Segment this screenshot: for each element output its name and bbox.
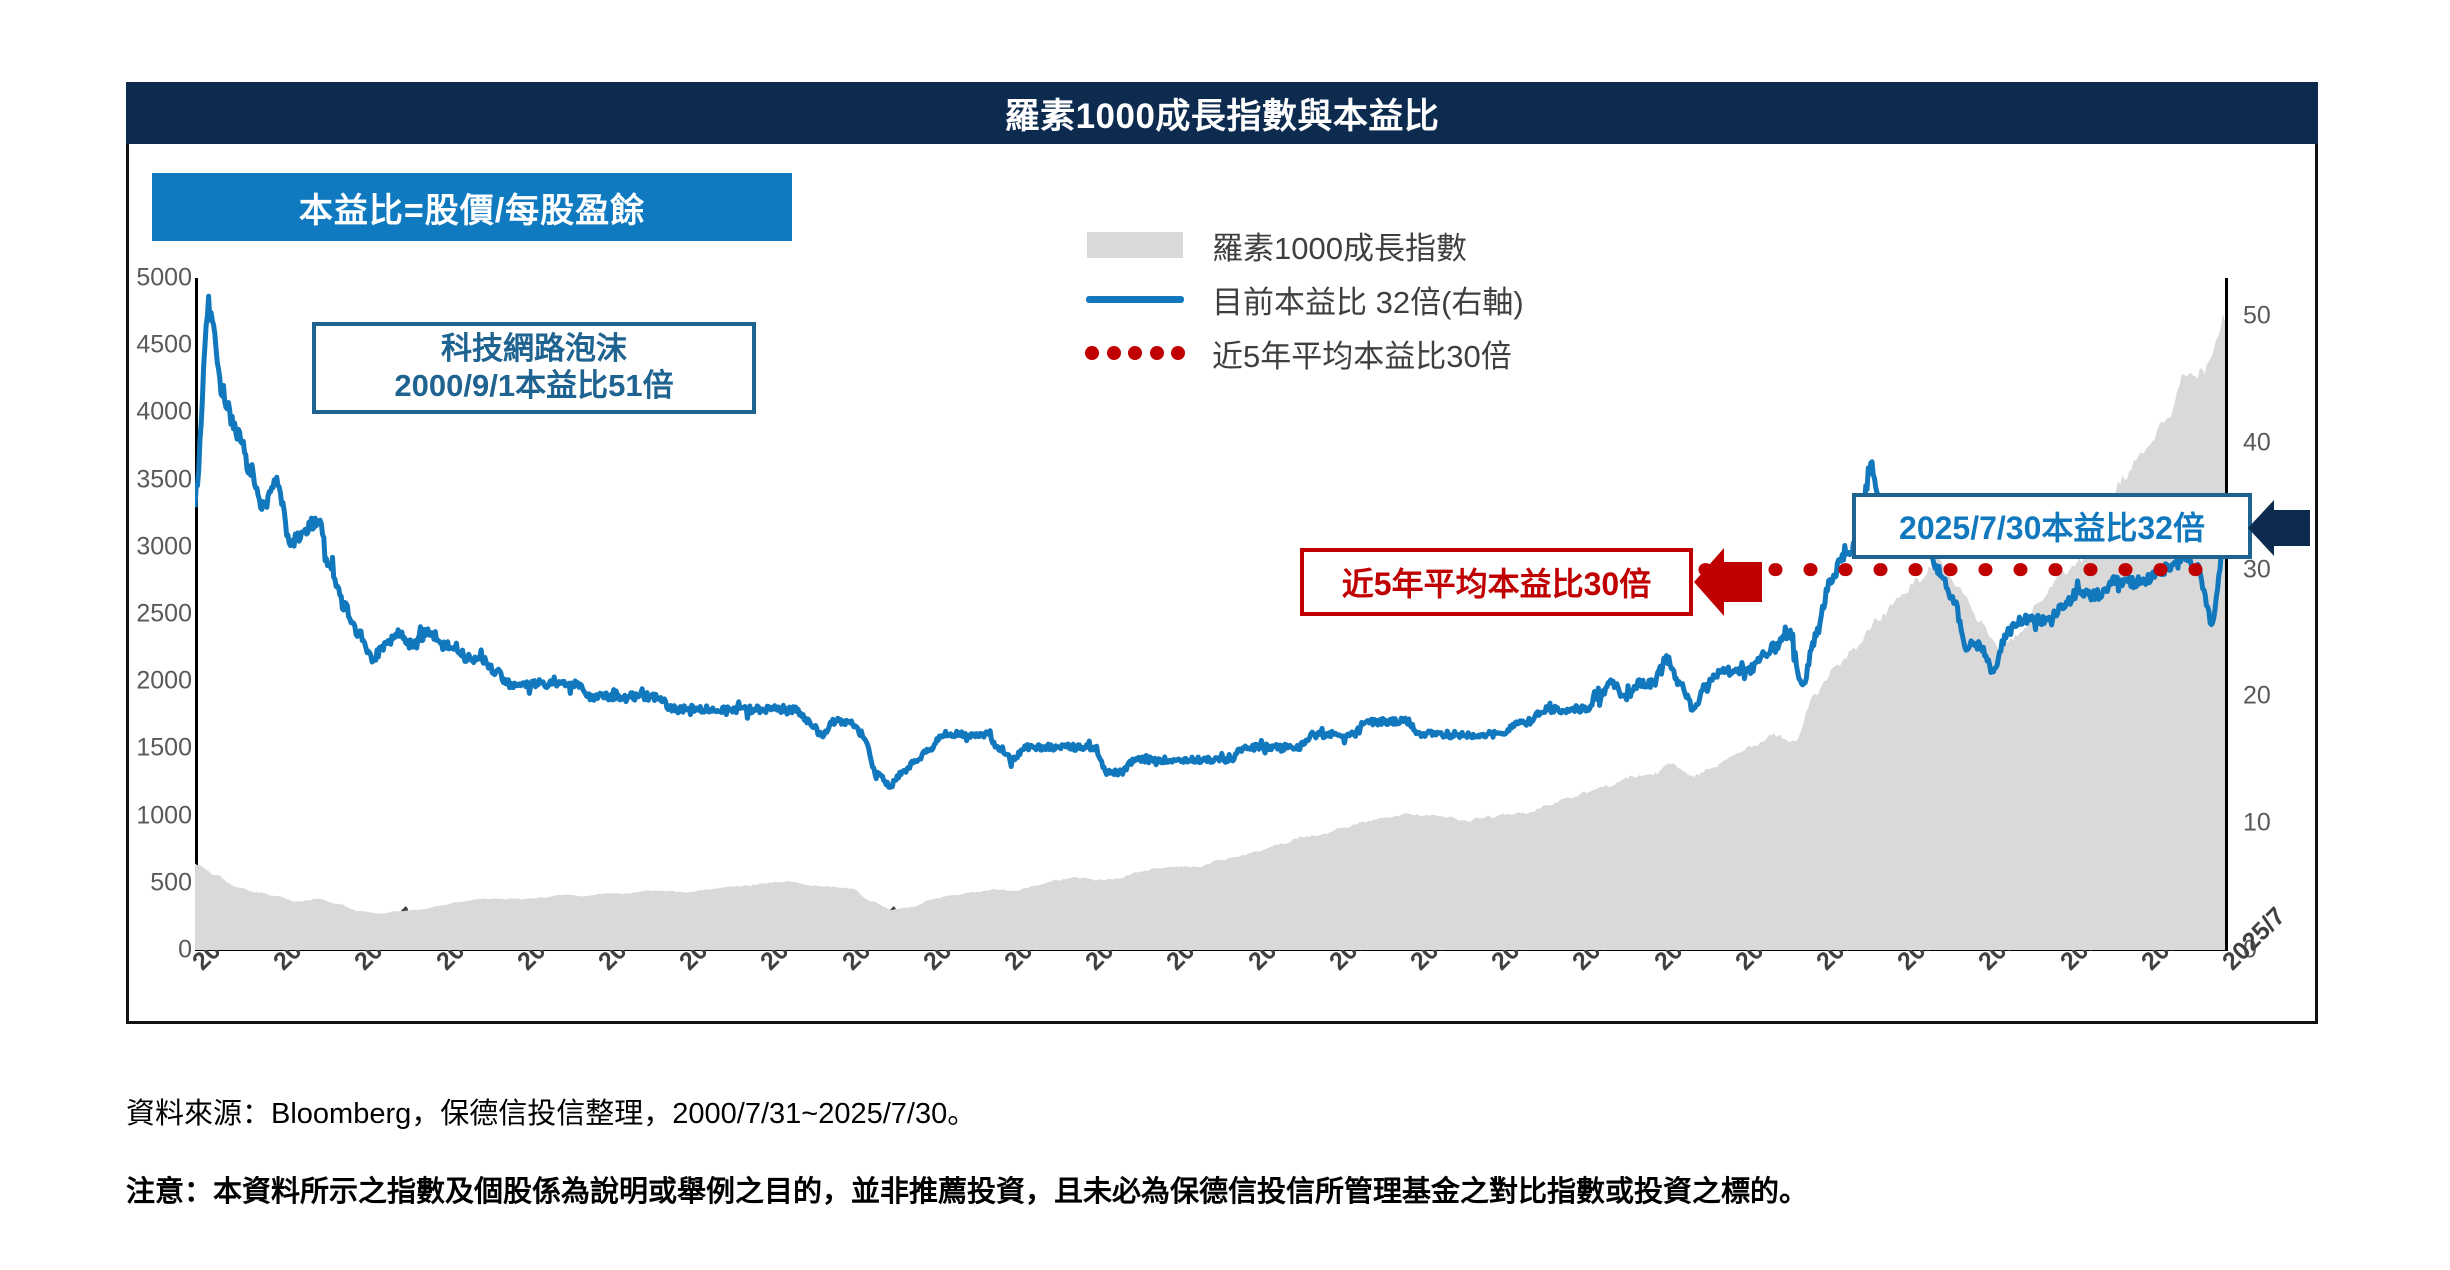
y-tick-left: 4500 (136, 330, 192, 359)
pe-formula-label: 本益比=股價/每股盈餘 (298, 191, 646, 230)
line-swatch-icon (1080, 295, 1190, 303)
left-arrow-red-icon (1694, 548, 1762, 616)
y-tick-left: 4000 (136, 397, 192, 426)
legend-item-avg: 近5年平均本益比30倍 (1080, 326, 1524, 380)
annotation-average-pe-label: 近5年平均本益比30倍 (1341, 566, 1652, 602)
source-note: 資料來源：Bloomberg，保德信投信整理，2000/7/31~2025/7/… (126, 1098, 977, 1130)
annotation-tech-bubble: 科技網路泡沫 2000/9/1本益比51倍 (312, 322, 756, 414)
y-tick-left: 500 (150, 868, 192, 897)
y-tick-left: 1000 (136, 801, 192, 830)
y-tick-right: 0 (2243, 935, 2257, 964)
annotation-average-pe: 近5年平均本益比30倍 (1300, 548, 1693, 616)
y-tick-right: 30 (2243, 555, 2271, 584)
y-axis-left: 0 500 1000 1500 2000 2500 3000 3500 4000 4500 5000 (130, 264, 192, 964)
annotation-tech-line1: 科技網路泡沫 (441, 331, 627, 367)
legend-item-index: 羅素1000成長指數 (1080, 218, 1524, 272)
y-tick-left: 5000 (136, 263, 192, 292)
chart-header: 羅素1000成長指數與本益比 (126, 82, 2318, 144)
legend-label-avg: 近5年平均本益比30倍 (1212, 338, 1512, 374)
y-axis-left-line (195, 278, 198, 950)
chart-legend: 羅素1000成長指數 目前本益比 32倍(右軸) 近5年平均本益比30倍 (1080, 218, 1524, 380)
legend-label-index: 羅素1000成長指數 (1212, 230, 1467, 266)
y-tick-left: 3500 (136, 465, 192, 494)
y-tick-right: 10 (2243, 808, 2271, 837)
left-arrow-navy-icon (2248, 500, 2310, 556)
notice-note: 注意：本資料所示之指數及個股係為說明或舉例之目的，並非推薦投資，且未必為保德信投… (126, 1176, 1809, 1208)
area-swatch-icon (1080, 232, 1190, 258)
y-axis-right-line (2225, 278, 2228, 950)
y-tick-left: 1500 (136, 733, 192, 762)
y-tick-left: 2000 (136, 666, 192, 695)
x-axis: 2000/72001/72002/72003/72004/72005/72006… (187, 902, 2291, 1066)
index-area-series (195, 314, 2225, 950)
annotation-tech-line2: 2000/9/1本益比51倍 (394, 368, 674, 403)
y-axis-right: 0 10 20 30 40 50 (2243, 278, 2313, 964)
y-tick-right: 50 (2243, 301, 2271, 330)
dotted-swatch-icon (1080, 346, 1190, 360)
annotation-current-pe-label: 2025/7/30本益比32倍 (1899, 510, 2205, 546)
legend-label-pe: 目前本益比 32倍(右軸) (1212, 284, 1524, 320)
page-title: 羅素1000成長指數與本益比 (1004, 96, 1440, 136)
y-tick-right: 40 (2243, 428, 2271, 457)
y-tick-left: 3000 (136, 532, 192, 561)
y-tick-left: 2500 (136, 599, 192, 628)
pe-formula-badge: 本益比=股價/每股盈餘 (152, 173, 792, 241)
y-tick-right: 20 (2243, 681, 2271, 710)
y-tick-left: 0 (178, 935, 192, 964)
annotation-current-pe: 2025/7/30本益比32倍 (1852, 493, 2252, 559)
legend-item-pe: 目前本益比 32倍(右軸) (1080, 272, 1524, 326)
